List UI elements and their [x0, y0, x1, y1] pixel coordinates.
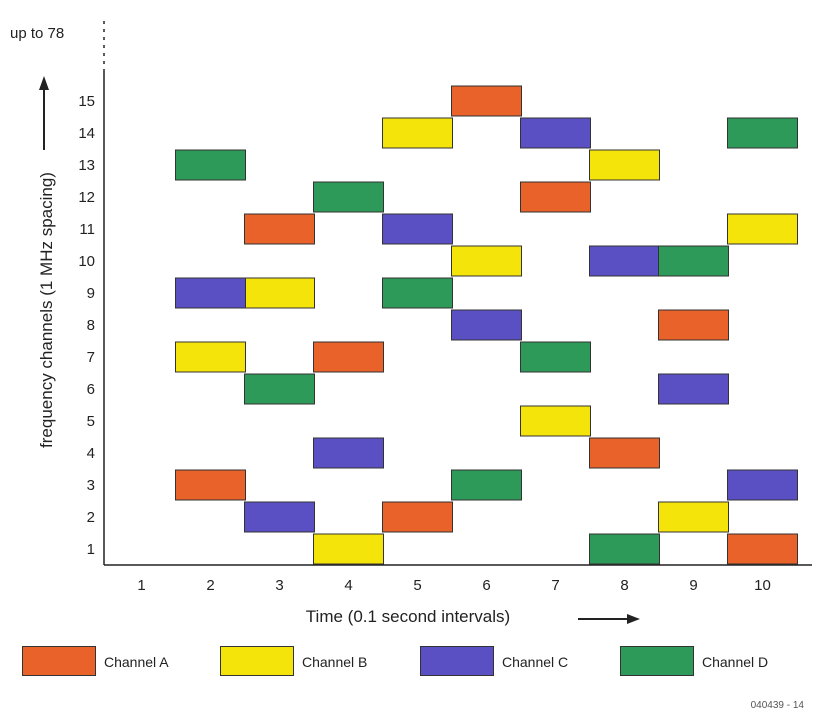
channel-a-block: [175, 469, 246, 501]
x-tick-labels: 1 2 3 4 5 6 7 8 9 10: [137, 577, 771, 594]
legend-label-channel-a: Channel A: [104, 654, 169, 670]
channel-b-block: [727, 213, 798, 245]
channel-b-block: [175, 341, 246, 373]
y-axis-label: frequency channels (1 MHz spacing): [37, 172, 56, 448]
channel-d-block: [313, 181, 384, 213]
y-tick-label: 1: [87, 541, 95, 558]
chart-blocks: [175, 85, 798, 565]
legend-label-channel-c: Channel C: [502, 654, 569, 670]
figure-id: 040439 - 14: [750, 700, 804, 711]
x-axis-label: Time (0.1 second intervals): [306, 607, 510, 626]
x-tick-label: 8: [620, 577, 628, 594]
y-tick-label: 7: [87, 349, 95, 366]
channel-d-block: [589, 533, 660, 565]
y-tick-label: 4: [87, 445, 95, 462]
channel-c-block: [244, 501, 315, 533]
channel-c-block: [658, 373, 729, 405]
channel-d-block: [175, 149, 246, 181]
channel-b-block: [520, 405, 591, 437]
x-tick-label: 5: [413, 577, 421, 594]
legend-swatch-channel-a: [22, 646, 96, 676]
channel-d-block: [658, 245, 729, 277]
channel-b-block: [451, 245, 522, 277]
legend-label-channel-d: Channel D: [702, 654, 769, 670]
y-tick-label: 13: [78, 157, 95, 174]
channel-b-block: [658, 501, 729, 533]
y-tick-label: 15: [78, 93, 95, 110]
legend-label-channel-b: Channel B: [302, 654, 368, 670]
legend-swatch-channel-b: [220, 646, 294, 676]
y-tick-label: 8: [87, 317, 95, 334]
channel-b-block: [244, 277, 315, 309]
y-tick-label: 6: [87, 381, 95, 398]
y-tick-label: 2: [87, 509, 95, 526]
y-tick-label: 14: [78, 125, 95, 142]
channel-d-block: [382, 277, 453, 309]
legend-swatch-channel-c: [420, 646, 494, 676]
channel-a-block: [382, 501, 453, 533]
channel-c-block: [451, 309, 522, 341]
channel-a-block: [658, 309, 729, 341]
channel-c-block: [727, 469, 798, 501]
channel-d-block: [520, 341, 591, 373]
y-tick-label: 11: [79, 221, 95, 238]
channel-c-block: [313, 437, 384, 469]
x-tick-label: 7: [551, 577, 559, 594]
channel-d-block: [727, 117, 798, 149]
channel-c-block: [382, 213, 453, 245]
channel-c-block: [175, 277, 246, 309]
channel-a-block: [520, 181, 591, 213]
x-tick-label: 2: [206, 577, 214, 594]
channel-b-block: [589, 149, 660, 181]
y-tick-label: 10: [78, 253, 95, 270]
channel-a-block: [589, 437, 660, 469]
channel-a-block: [244, 213, 315, 245]
channel-a-block: [451, 85, 522, 117]
channel-b-block: [313, 533, 384, 565]
y-axis-arrow: [39, 76, 49, 150]
channel-c-block: [589, 245, 660, 277]
channel-d-block: [244, 373, 315, 405]
x-tick-label: 4: [344, 577, 352, 594]
x-tick-label: 3: [275, 577, 283, 594]
y-tick-label: 3: [87, 477, 95, 494]
y-tick-label: 9: [87, 285, 95, 302]
channel-c-block: [520, 117, 591, 149]
channel-d-block: [451, 469, 522, 501]
legend: Channel A Channel B Channel C Channel D: [0, 646, 818, 686]
chart-axes: [103, 18, 812, 566]
channel-a-block: [727, 533, 798, 565]
x-tick-label: 1: [137, 577, 145, 594]
channel-b-block: [382, 117, 453, 149]
x-tick-label: 10: [754, 577, 771, 594]
legend-swatch-channel-d: [620, 646, 694, 676]
y-overflow-label: up to 78: [10, 25, 64, 42]
x-tick-label: 9: [689, 577, 697, 594]
x-axis-arrow: [578, 614, 640, 624]
y-tick-label: 5: [87, 413, 95, 430]
channel-a-block: [313, 341, 384, 373]
x-tick-label: 6: [482, 577, 490, 594]
y-tick-label: 12: [78, 189, 95, 206]
